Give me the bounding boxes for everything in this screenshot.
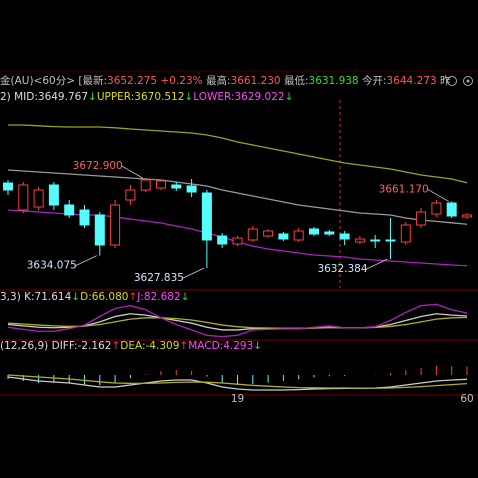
indicator-line — [7, 316, 468, 329]
header-part: 最高: — [203, 74, 231, 87]
annotation-arrow — [366, 258, 388, 270]
header-part: 3661.230 — [231, 75, 281, 87]
indicator-line — [8, 124, 468, 184]
candle-body — [431, 202, 442, 215]
indicator-line — [7, 169, 468, 225]
annotation-arrow — [75, 255, 97, 267]
header-part: D:66.080 — [80, 291, 128, 303]
candle-body — [232, 237, 243, 245]
header-part: ↓ — [181, 291, 190, 303]
header-part: (12,26,9) DIFF:-2.162 — [0, 340, 111, 352]
price-annotation: 3627.835 — [134, 272, 184, 284]
icon[interactable] — [463, 76, 473, 86]
header-part: UPPER:3670.512 — [97, 91, 185, 103]
candle-body — [186, 185, 197, 193]
header-part: 今开: — [359, 74, 387, 87]
header: 2) MID:3649.767↓UPPER:3670.512↓LOWER:362… — [0, 91, 293, 103]
header-part: ↑ — [179, 340, 188, 352]
candle-body — [385, 239, 396, 242]
annotation-arrow — [121, 165, 143, 179]
candle-body — [339, 233, 350, 240]
candle-body — [48, 184, 59, 206]
candle-body — [324, 231, 335, 235]
candle-body — [446, 202, 457, 217]
candle-body — [156, 180, 166, 189]
candle-body — [3, 182, 13, 191]
header-part: 最低: — [281, 74, 309, 87]
header-part: ↓ — [71, 291, 80, 303]
candle-body — [263, 230, 274, 237]
candle-body — [217, 235, 228, 245]
x-tick-label: 60 — [460, 393, 473, 405]
header-part: ↓ — [253, 340, 262, 352]
candle-body — [370, 239, 381, 242]
candle-body — [171, 184, 182, 189]
candle-body — [462, 214, 472, 218]
icon — [466, 79, 470, 83]
header-part: +0.23% — [157, 75, 203, 87]
header-part: ↓ — [184, 91, 193, 103]
indicator-line — [7, 376, 468, 391]
header-part: 3631.938 — [309, 75, 359, 87]
header-part: ↓ — [285, 91, 294, 103]
header-part: 昨 — [437, 75, 451, 87]
header-part: [最新: — [75, 74, 107, 87]
indicator-line — [7, 303, 468, 338]
header: 金(AU)<60分> [最新:3652.275 +0.23% 最高:3661.2… — [0, 74, 451, 87]
candle-body — [18, 184, 29, 211]
candle-body — [400, 224, 411, 243]
header-part: LOWER:3629.022 — [193, 91, 284, 103]
candle-body — [79, 209, 90, 226]
candle-body — [140, 179, 151, 191]
header-part: 3,3) K:71.614 — [0, 291, 72, 303]
header-part: MACD:4.293 — [188, 340, 253, 352]
candle-body — [278, 233, 289, 240]
annotation-arrow — [182, 267, 205, 279]
candle-body — [201, 192, 212, 241]
candle-body — [33, 189, 44, 208]
candle-body — [309, 228, 319, 235]
price-annotation: 3632.384 — [317, 263, 367, 275]
candle-body — [94, 214, 105, 246]
annotation-arrow — [427, 189, 449, 202]
candle-body — [247, 228, 258, 241]
candle-body — [416, 211, 427, 226]
header-part: J:82.682 — [136, 291, 180, 303]
header-part: ↓ — [88, 91, 97, 103]
price-annotation: 3634.075 — [27, 260, 77, 272]
indicator-line — [7, 374, 468, 389]
x-tick-label: 19 — [231, 393, 244, 405]
header-part: ↑ — [111, 340, 120, 352]
header-part: 3652.275 — [107, 75, 157, 87]
header-part: 2) MID:3649.767 — [0, 91, 88, 103]
header: (12,26,9) DIFF:-2.162↑DEA:-4.309↑MACD:4.… — [0, 340, 262, 352]
price-annotation: 3661.170 — [379, 183, 429, 195]
header-part: 3644.273 — [387, 75, 437, 87]
candle-body — [293, 230, 304, 241]
price-annotation: 3672.900 — [73, 160, 123, 172]
candle-body — [125, 189, 136, 201]
candle-body — [110, 204, 121, 246]
header: 3,3) K:71.614↓D:66.080↑J:82.682↓ — [0, 291, 189, 303]
candle-body — [354, 238, 365, 243]
header-part: ↑ — [128, 291, 137, 303]
header-part: 金(AU)<60分> — [0, 74, 75, 87]
candle-body — [64, 204, 75, 216]
header-part: DEA:-4.309 — [120, 340, 179, 352]
icon[interactable] — [447, 76, 457, 86]
